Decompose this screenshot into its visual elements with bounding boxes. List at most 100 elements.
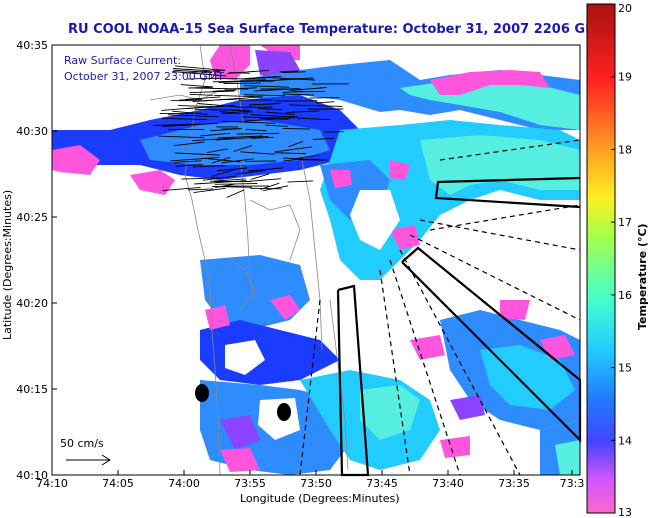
x-tick-label: 73:40 [432, 477, 464, 490]
current-vector [265, 111, 295, 115]
current-vector [221, 158, 254, 164]
current-vector [265, 124, 289, 127]
current-vector [315, 101, 335, 104]
current-vector [251, 136, 274, 139]
x-tick-label: 73:55 [234, 477, 266, 490]
current-vector [259, 117, 289, 120]
current-vector [245, 128, 267, 132]
annotation-line2: October 31, 2007 23:00 GMT [64, 70, 224, 83]
y-tick-label: 40:25 [16, 211, 48, 224]
radar-dashed-lines [299, 139, 581, 476]
current-vector [215, 183, 237, 188]
colorbar-label: Temperature (°C) [636, 223, 649, 330]
current-vector [217, 98, 238, 101]
current-vector [212, 79, 267, 83]
current-vector [174, 160, 202, 163]
current-vector [263, 185, 289, 192]
current-vector [282, 90, 304, 93]
colorbar-tick-label: 16 [618, 289, 632, 302]
current-vector [247, 178, 282, 182]
colorbar-tick-label: 13 [618, 506, 632, 518]
current-vector [173, 141, 205, 147]
y-tick-label: 40:35 [16, 39, 48, 52]
current-vector [250, 114, 298, 118]
current-vector [218, 135, 263, 139]
current-vector [181, 177, 219, 180]
current-vector [297, 117, 331, 121]
current-vector [211, 169, 235, 177]
scale-arrow [66, 454, 111, 466]
current-vector [289, 87, 327, 91]
current-vector [212, 89, 237, 92]
current-vector [240, 151, 275, 155]
current-vector [193, 187, 226, 194]
current-vector [289, 104, 343, 107]
current-vector [180, 84, 214, 88]
current-vector [312, 137, 335, 140]
current-vector [209, 78, 267, 80]
current-vector [161, 117, 208, 120]
y-axis-label: Latitude (Degrees:Minutes) [1, 190, 14, 340]
x-tick-label: 74:10 [36, 477, 68, 490]
current-vector [235, 170, 266, 175]
scale-label: 50 cm/s [60, 437, 104, 450]
current-vector [179, 98, 203, 101]
colorbar-tick-label: 20 [618, 2, 632, 15]
current-vector [174, 152, 220, 156]
colorbar-tick-label: 14 [618, 434, 632, 447]
buoy-marker [277, 403, 291, 421]
current-vectors [153, 65, 349, 198]
current-vector [167, 114, 219, 118]
colorbar-tick-label: 15 [618, 362, 632, 375]
current-vector [295, 154, 319, 160]
chart-title: RU COOL NOAA-15 Sea Surface Temperature:… [68, 22, 607, 37]
current-vector [216, 167, 247, 172]
current-vector [282, 71, 306, 73]
x-tick-label: 74:00 [168, 477, 200, 490]
current-vector [226, 189, 245, 198]
current-vector [282, 157, 322, 161]
y-tick-label: 40:15 [16, 383, 48, 396]
current-vector [236, 132, 280, 135]
current-vector [209, 178, 246, 182]
current-vector [172, 71, 227, 77]
current-vector [250, 173, 270, 180]
current-vector [210, 128, 242, 132]
current-vector [185, 96, 221, 100]
x-tick-label: 73:50 [300, 477, 332, 490]
current-vector [172, 110, 208, 115]
x-tick-label: 74:05 [102, 477, 134, 490]
current-vector [260, 78, 299, 82]
colorbar-ticks: 20 19 18 17 16 15 14 13 [611, 2, 632, 518]
current-vector [244, 85, 290, 88]
y-tick-label: 40:20 [16, 297, 48, 310]
colorbar [586, 3, 616, 514]
current-vector [197, 103, 248, 109]
current-vector [209, 109, 251, 111]
current-vector [250, 187, 282, 190]
current-vector [222, 120, 276, 124]
current-vector [288, 140, 304, 148]
current-vector [274, 146, 313, 153]
y-tick-label: 40:30 [16, 125, 48, 138]
current-vector [178, 105, 214, 108]
current-vector [211, 156, 231, 164]
current-vector [286, 110, 320, 113]
current-vector [189, 93, 213, 96]
current-vector [223, 82, 261, 85]
current-vector [161, 106, 203, 111]
current-vector [282, 127, 310, 130]
y-axis: 40:35 40:30 40:25 40:20 40:15 40:10 [16, 39, 57, 482]
current-vector [215, 135, 269, 141]
current-vector [287, 180, 314, 183]
current-vector [174, 65, 226, 71]
current-vector [192, 165, 226, 168]
current-vector [187, 77, 213, 80]
current-vector [219, 111, 241, 114]
current-vector [194, 180, 247, 185]
colorbar-tick-label: 19 [618, 71, 632, 84]
current-vector [258, 108, 283, 111]
current-vector [213, 94, 263, 98]
current-vector [188, 86, 213, 89]
